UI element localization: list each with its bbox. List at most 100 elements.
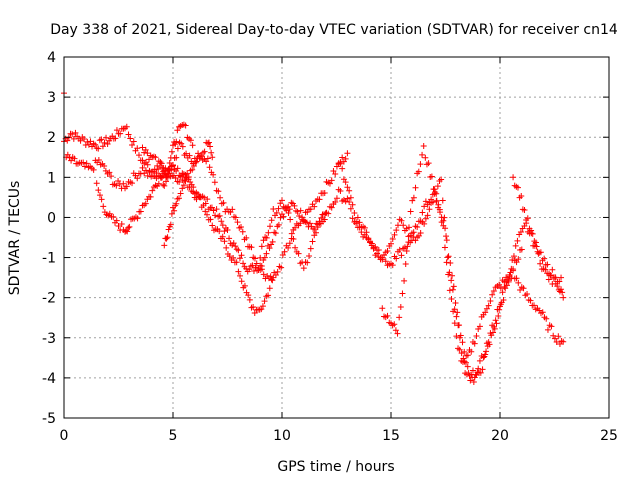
data-point [221, 228, 228, 235]
data-point [456, 334, 463, 341]
data-point [465, 369, 472, 376]
data-point [551, 335, 558, 342]
data-point [552, 274, 559, 281]
data-point [477, 369, 484, 376]
data-point [204, 196, 211, 203]
data-point [349, 215, 356, 222]
data-point [403, 248, 410, 255]
data-point [125, 224, 132, 231]
data-point [537, 249, 544, 256]
y-tick-label: -4 [42, 371, 56, 387]
data-point [287, 216, 294, 223]
data-point [375, 247, 382, 254]
data-point [260, 271, 267, 278]
data-point [166, 166, 173, 173]
data-point [134, 215, 141, 222]
data-point [397, 304, 404, 311]
data-point [90, 166, 97, 173]
data-point [229, 206, 236, 213]
data-point [212, 212, 219, 219]
data-point [458, 350, 465, 357]
data-point [185, 173, 192, 180]
data-point [479, 366, 486, 373]
data-point [104, 140, 111, 147]
data-point [113, 127, 120, 134]
data-point [240, 260, 247, 267]
data-point [167, 221, 174, 228]
data-point [446, 269, 453, 276]
data-point [560, 338, 567, 345]
data-point [130, 138, 137, 145]
data-point [510, 253, 517, 260]
data-point [297, 220, 304, 227]
data-point [267, 273, 274, 280]
data-point [445, 253, 452, 260]
data-point [183, 150, 190, 157]
data-point [337, 188, 344, 195]
data-point [96, 192, 103, 199]
data-point [425, 160, 432, 167]
data-point [490, 288, 497, 295]
data-point [168, 210, 175, 217]
data-point [449, 272, 456, 279]
data-point [77, 137, 84, 144]
data-point [389, 262, 396, 269]
chart-title: Day 338 of 2021, Sidereal Day-to-day VTE… [50, 22, 618, 38]
data-point [216, 228, 223, 235]
data-point [422, 215, 429, 222]
data-point [174, 165, 181, 172]
data-point [265, 292, 272, 299]
x-tick-label: 15 [382, 428, 400, 444]
data-point [421, 220, 428, 227]
data-point [249, 262, 256, 269]
x-tick-label: 20 [491, 428, 509, 444]
data-point [81, 163, 88, 170]
data-point [461, 358, 468, 365]
data-point [532, 239, 539, 246]
data-point [402, 260, 409, 267]
data-point [415, 168, 422, 175]
data-point [428, 173, 435, 180]
data-point [272, 230, 279, 237]
data-point [155, 180, 162, 187]
data-point [453, 333, 460, 340]
data-point [503, 282, 510, 289]
data-point [473, 332, 480, 339]
data-point [189, 142, 196, 149]
data-point [248, 244, 255, 251]
data-point [524, 291, 531, 298]
data-point [161, 242, 168, 249]
data-point [382, 258, 389, 265]
data-point [226, 253, 233, 260]
data-point [483, 348, 490, 355]
data-point [153, 169, 160, 176]
data-point [414, 223, 421, 230]
data-point [204, 211, 211, 218]
data-point [438, 176, 445, 183]
data-point [238, 252, 245, 259]
data-point [180, 182, 187, 189]
data-point [279, 252, 286, 259]
data-point [238, 224, 245, 231]
data-point [297, 207, 304, 214]
data-point [186, 183, 193, 190]
data-point [93, 180, 100, 187]
data-point [321, 189, 328, 196]
data-point [559, 289, 566, 296]
data-point [234, 219, 241, 226]
data-point [515, 256, 522, 263]
data-point [294, 208, 301, 215]
data-point [514, 184, 521, 191]
data-point [321, 216, 328, 223]
data-point [266, 245, 273, 252]
data-point [218, 218, 225, 225]
data-point [368, 240, 375, 247]
data-point [394, 222, 401, 229]
data-point [149, 187, 156, 194]
data-point [560, 294, 567, 301]
data-point [177, 190, 184, 197]
data-point [246, 266, 253, 273]
data-point [210, 207, 217, 214]
data-point [173, 154, 180, 161]
